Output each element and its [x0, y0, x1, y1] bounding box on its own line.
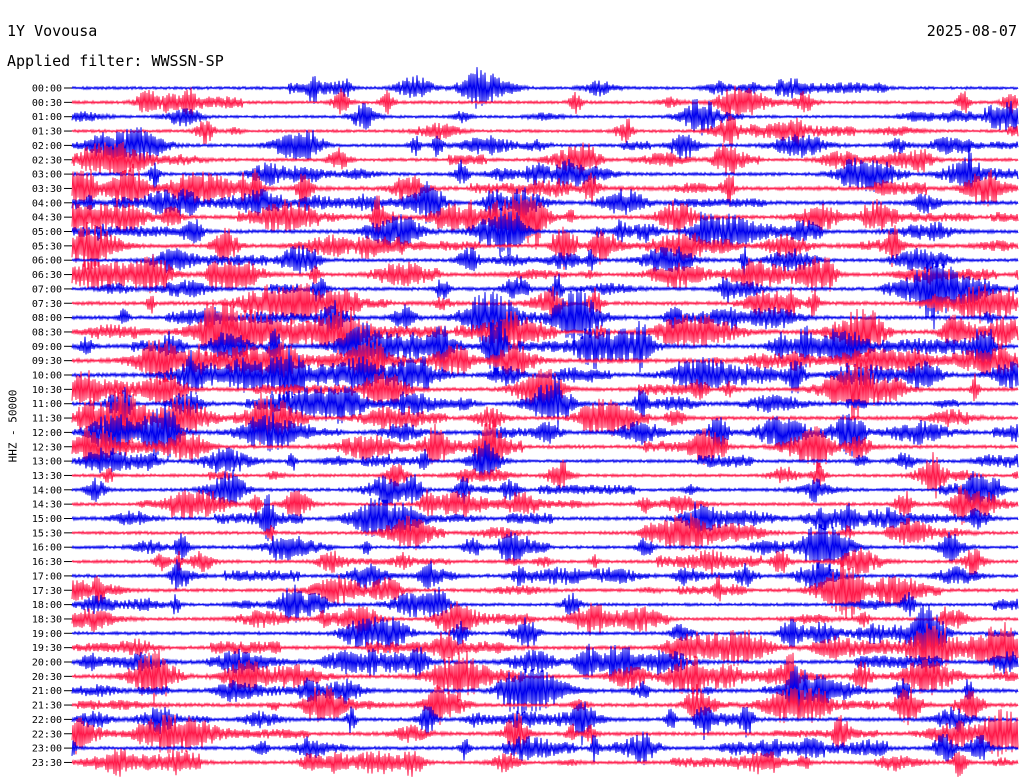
seismic-trace — [71, 452, 1019, 499]
time-tick-label: 04:30 — [32, 213, 62, 224]
time-tick-label: 11:30 — [32, 414, 62, 425]
seismic-trace — [71, 643, 1019, 683]
seismic-trace — [71, 207, 1019, 257]
seismic-trace — [71, 254, 1019, 294]
time-tick-label: 19:30 — [32, 643, 62, 654]
seismic-trace — [71, 193, 1019, 250]
time-tick-label: 04:00 — [32, 198, 62, 209]
time-tick-label: 07:30 — [32, 299, 62, 310]
time-tick-label: 23:00 — [32, 744, 62, 755]
seismic-trace — [71, 115, 1019, 149]
time-tick-label: 10:00 — [32, 371, 62, 382]
time-tick-label: 00:00 — [32, 84, 62, 95]
time-tick-label: 13:00 — [32, 457, 62, 468]
time-tick-label: 21:00 — [32, 686, 62, 697]
filter-label: Applied filter: WWSSN-SP — [7, 52, 224, 70]
time-tick-label: 13:30 — [32, 471, 62, 482]
seismic-trace — [71, 469, 1019, 512]
seismic-trace — [71, 709, 1019, 759]
time-tick-label: 17:00 — [32, 571, 62, 582]
time-tick-label: 08:30 — [32, 327, 62, 338]
time-tick-label: 22:30 — [32, 729, 62, 740]
seismic-trace — [71, 221, 1019, 270]
time-tick-label: 09:00 — [32, 342, 62, 353]
time-tick-label: 11:00 — [32, 399, 62, 410]
seismic-trace — [71, 127, 1019, 163]
time-tick-label: 05:30 — [32, 241, 62, 252]
seismic-trace — [71, 283, 1019, 325]
time-tick-label: 22:00 — [32, 715, 62, 726]
seismic-trace — [71, 418, 1019, 473]
seismic-trace — [71, 684, 1019, 726]
seismic-trace — [71, 748, 1019, 777]
time-tick-label: 12:30 — [32, 442, 62, 453]
time-tick-label: 15:00 — [32, 514, 62, 525]
time-tick-label: 02:00 — [32, 141, 62, 152]
time-tick-label: 03:30 — [32, 184, 62, 195]
time-tick-label: 14:00 — [32, 485, 62, 496]
time-tick-label: 02:30 — [32, 155, 62, 166]
time-tick-label: 20:30 — [32, 672, 62, 683]
seismic-trace — [71, 337, 1019, 390]
time-tick-label: 06:00 — [32, 256, 62, 267]
seismic-trace — [71, 181, 1019, 224]
time-tick-label: 05:00 — [32, 227, 62, 238]
time-tick-label: 16:30 — [32, 557, 62, 568]
time-tick-label: 16:00 — [32, 543, 62, 554]
seismic-trace — [71, 494, 1019, 542]
time-tick-label: 20:00 — [32, 658, 62, 669]
seismic-trace — [71, 666, 1019, 718]
seismic-trace — [71, 141, 1019, 178]
time-tick-label: 18:00 — [32, 600, 62, 611]
time-tick-label: 12:00 — [32, 428, 62, 439]
seismic-trace — [71, 144, 1019, 192]
time-tick-label: 10:30 — [32, 385, 62, 396]
seismic-trace — [71, 163, 1019, 208]
time-tick-label: 17:30 — [32, 586, 62, 597]
seismic-trace — [71, 440, 1019, 482]
seismic-trace — [71, 385, 1019, 450]
seismic-trace — [71, 254, 1019, 330]
seismic-trace — [71, 376, 1019, 430]
time-tick-label: 07:00 — [32, 284, 62, 295]
time-tick-label: 00:30 — [32, 98, 62, 109]
seismic-trace — [71, 67, 1019, 109]
seismic-trace — [71, 85, 1019, 121]
time-tick-label: 01:00 — [32, 112, 62, 123]
seismic-trace — [71, 555, 1019, 621]
station-title: 1Y Vovousa — [7, 22, 98, 40]
time-tick-label: 19:00 — [32, 629, 62, 640]
time-tick-label: 15:30 — [32, 528, 62, 539]
seismic-trace — [71, 400, 1019, 461]
seismic-trace — [71, 298, 1019, 364]
time-tick-label: 18:30 — [32, 614, 62, 625]
time-tick-label: 03:00 — [32, 170, 62, 181]
seismic-trace — [71, 485, 1019, 525]
seismic-trace — [71, 649, 1019, 704]
seismic-trace — [71, 584, 1019, 623]
date-label: 2025-08-07 — [926, 22, 1017, 40]
seismic-trace — [71, 601, 1019, 636]
time-tick-label: 01:30 — [32, 127, 62, 138]
seismic-trace — [71, 521, 1019, 572]
time-tick-label: 14:30 — [32, 500, 62, 511]
seismic-trace — [71, 98, 1019, 136]
seismic-trace — [71, 547, 1019, 576]
seismic-trace — [71, 357, 1019, 421]
seismic-trace — [71, 701, 1019, 746]
seismic-trace — [71, 731, 1019, 766]
time-tick-label: 06:30 — [32, 270, 62, 281]
time-tick-label: 08:00 — [32, 313, 62, 324]
seismic-trace — [71, 559, 1019, 592]
time-tick-label: 23:30 — [32, 758, 62, 769]
time-tick-label: 09:30 — [32, 356, 62, 367]
seismic-trace — [71, 622, 1019, 674]
seismic-trace — [71, 314, 1019, 383]
seismic-trace — [71, 603, 1019, 655]
time-tick-label: 21:30 — [32, 701, 62, 712]
seismic-trace — [71, 245, 1019, 276]
seismic-trace — [71, 513, 1019, 552]
